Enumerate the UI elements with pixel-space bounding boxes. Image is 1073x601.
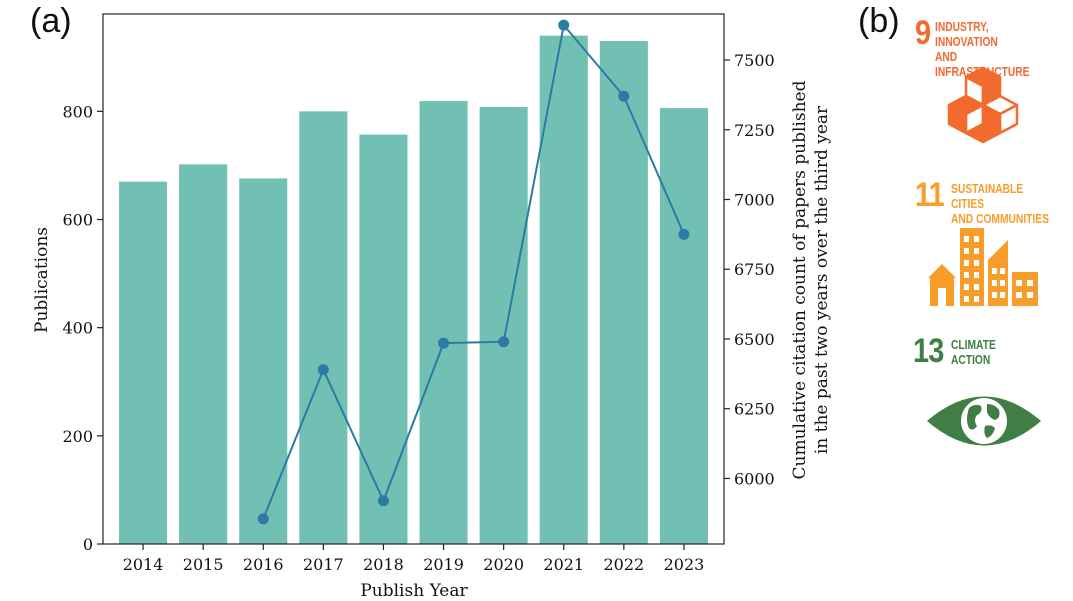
x-tick-label-2014: 2014: [123, 555, 164, 574]
citation-point-2022: [618, 90, 630, 102]
bar-2018: [359, 134, 408, 544]
plot-frame: [102, 13, 725, 545]
sdg-13-block: 13 CLIMATE ACTION: [913, 332, 1005, 370]
sdg-9-title: INDUSTRY, INNOVATION AND INFRASTRUCTURE: [934, 20, 1030, 79]
y2-axis-label-line1: Cumulative citation count of papers publ…: [790, 80, 810, 479]
sdg-13-title: CLIMATE ACTION: [950, 338, 996, 367]
y-tick-label-600: 600: [62, 211, 93, 230]
sdg-11-block: 11 SUSTAINABLE CITIES AND COMMUNITIES: [915, 176, 1073, 227]
x-tick-label-2018: 2018: [363, 555, 404, 574]
y2-tick-label-7500: 7500: [734, 51, 775, 70]
sdg-11-title: SUSTAINABLE CITIES AND COMMUNITIES: [950, 182, 1049, 226]
y2-tick-label-6750: 6750: [734, 260, 775, 279]
citation-point-2018: [377, 495, 389, 507]
y2-tick-label-7250: 7250: [734, 121, 775, 140]
bar-2020: [479, 107, 528, 544]
cubes-icon: [947, 66, 1019, 144]
panel-a-label: (a): [30, 2, 72, 40]
y2-axis-label-line2: in the past two years over the third yea…: [812, 105, 832, 454]
x-tick-label-2020: 2020: [483, 555, 524, 574]
y2-tick-label-7000: 7000: [734, 191, 775, 210]
y-tick-label-400: 400: [62, 319, 93, 338]
citation-line: [262, 22, 685, 520]
sdg-11-number: 11: [915, 176, 945, 214]
bar-2022: [599, 41, 648, 544]
x-tick-label-2021: 2021: [543, 555, 584, 574]
bar-2021: [539, 35, 588, 544]
y2-tick-label-6250: 6250: [734, 400, 775, 419]
citation-point-2016: [257, 513, 269, 525]
bar-2016: [239, 178, 288, 545]
bar-2023: [659, 108, 708, 544]
citation-point-2019: [438, 337, 450, 349]
x-tick-label-2016: 2016: [243, 555, 284, 574]
sdg-9-block: 9 INDUSTRY, INNOVATION AND INFRASTRUCTUR…: [915, 14, 1073, 80]
y-tick-label-0: 0: [83, 535, 93, 554]
y2-tick-label-6000: 6000: [734, 469, 775, 488]
citation-point-2017: [317, 364, 329, 376]
panel-b-label: (b): [858, 2, 900, 40]
y-tick-label-200: 200: [62, 427, 93, 446]
x-tick-label-2017: 2017: [303, 555, 344, 574]
citation-point-2020: [498, 336, 510, 348]
x-tick-label-2015: 2015: [183, 555, 224, 574]
citation-point-2023: [678, 228, 690, 240]
x-axis-label: Publish Year: [360, 581, 468, 601]
y-axis-label: Publications: [32, 227, 52, 333]
eye-globe-icon: [927, 396, 1041, 446]
citation-point-2021: [558, 19, 570, 31]
y2-tick-label-6500: 6500: [734, 330, 775, 349]
city-icon: [928, 228, 1038, 306]
bar-2017: [299, 111, 348, 545]
bar-2015: [179, 164, 228, 545]
x-tick-label-2022: 2022: [603, 555, 644, 574]
sdg-13-number: 13: [913, 332, 944, 370]
bar-2019: [419, 101, 468, 545]
sdg-9-number: 9: [915, 14, 931, 52]
x-tick-label-2019: 2019: [423, 555, 464, 574]
bar-2014: [119, 181, 168, 544]
x-tick-label-2023: 2023: [664, 555, 705, 574]
y-tick-label-800: 800: [62, 102, 93, 121]
